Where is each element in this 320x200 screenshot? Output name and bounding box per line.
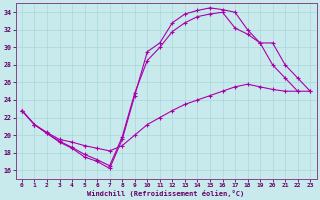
X-axis label: Windchill (Refroidissement éolien,°C): Windchill (Refroidissement éolien,°C) bbox=[87, 190, 245, 197]
